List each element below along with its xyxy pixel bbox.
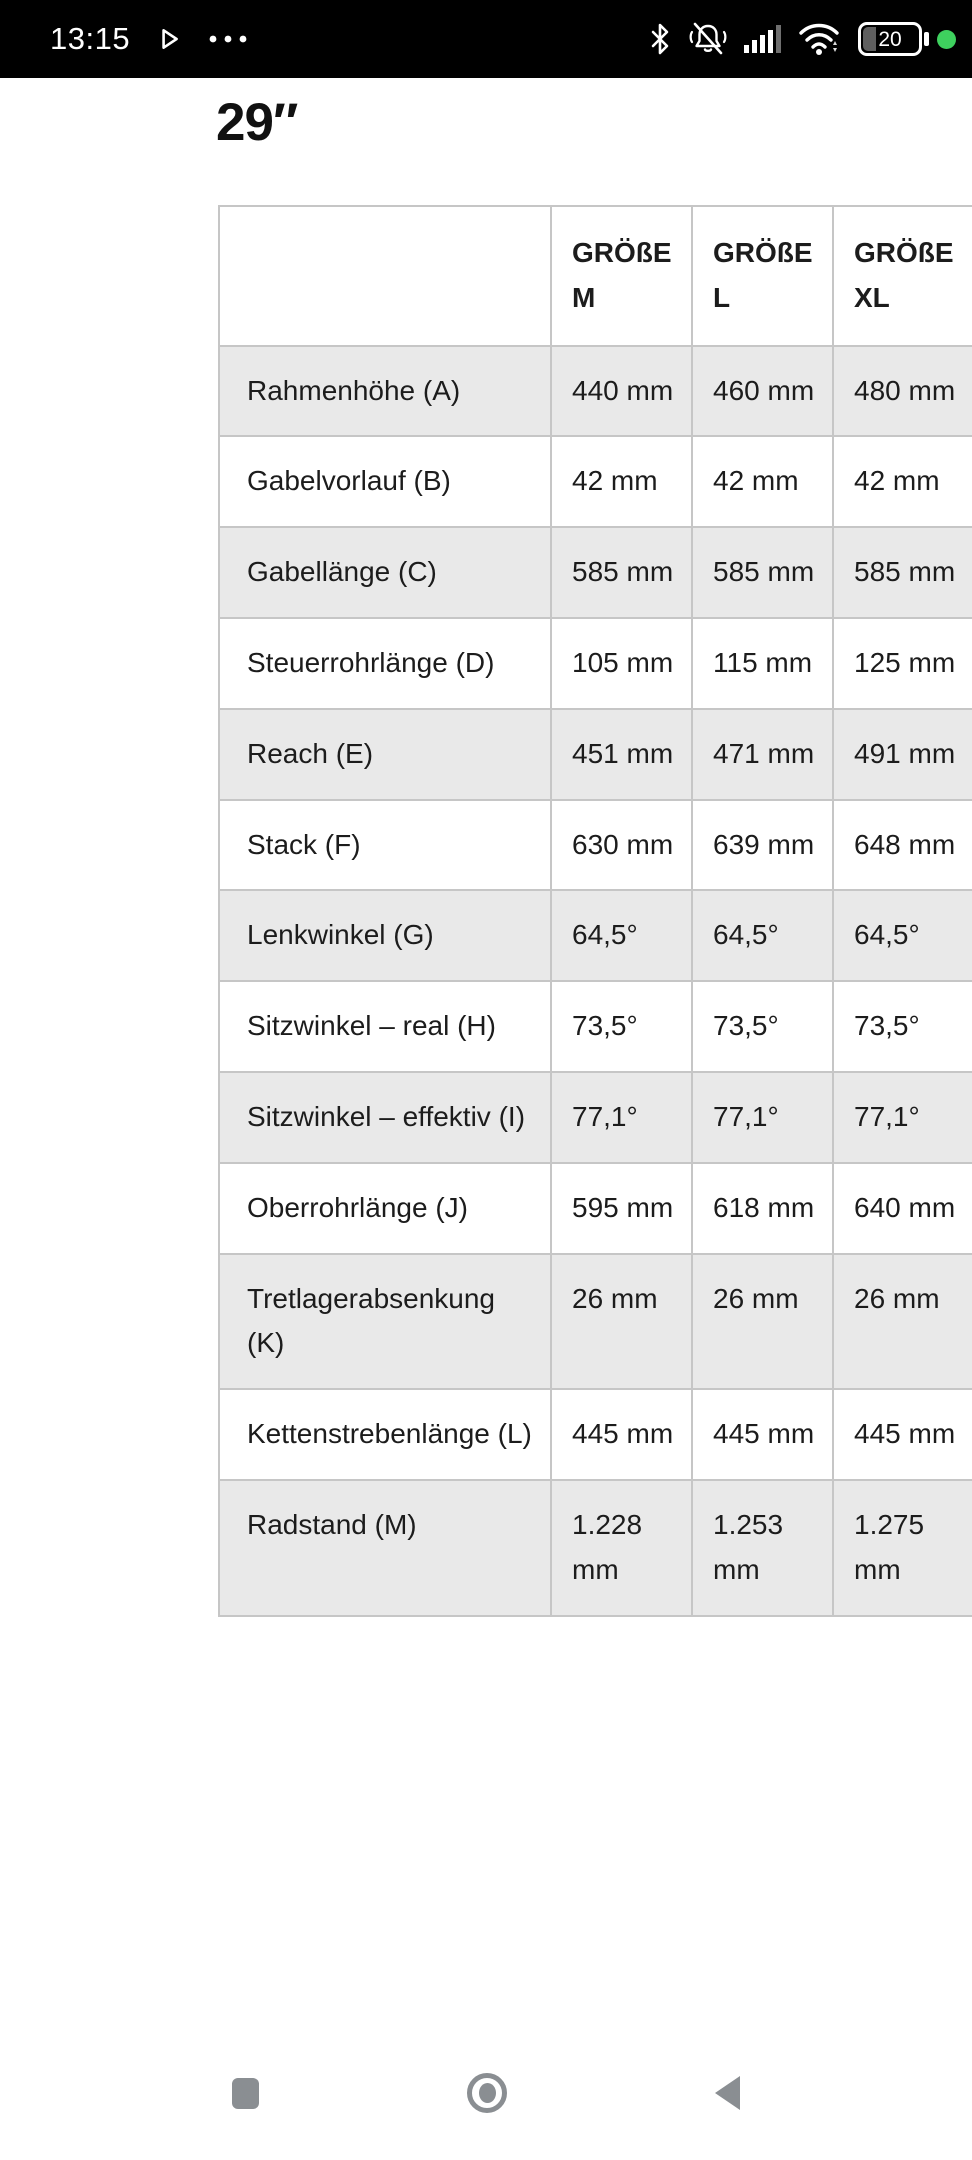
cell-value: 445 mm xyxy=(691,1388,834,1481)
row-label: Kettenstrebenlänge (L) xyxy=(218,1388,552,1481)
home-circle-icon[interactable] xyxy=(467,2073,507,2113)
cell-value: 1.275 mm xyxy=(832,1478,972,1617)
android-nav-bar xyxy=(0,2026,972,2160)
geometry-table: GRÖßE M GRÖßE L GRÖßE XL Rahmenhöhe (A) 440… xyxy=(218,205,972,1617)
cell-value: 125 mm xyxy=(832,616,972,710)
table-body: Rahmenhöhe (A) 440 mm 460 mm 480 mm Gabelvor… xyxy=(218,344,972,1617)
bell-muted-icon xyxy=(689,22,727,55)
row-label: Steuerrohrlänge (D) xyxy=(218,616,552,710)
cell-value: 640 mm xyxy=(832,1161,972,1255)
cell-value: 115 mm xyxy=(691,616,834,710)
table-row: Gabellänge (C) 585 mm 585 mm 585 mm xyxy=(218,526,972,619)
table-row: Sitzwinkel – effektiv (I) 77,1° 77,1° 77,1° xyxy=(218,1070,972,1164)
battery-percent: 20 xyxy=(878,27,902,51)
table-row: Gabelvorlauf (B) 42 mm 42 mm 42 mm xyxy=(218,435,972,529)
cell-value: 73,5° xyxy=(550,980,693,1073)
battery-fill-level xyxy=(863,27,876,51)
cell-value: 648 mm xyxy=(832,798,972,892)
play-outline-icon xyxy=(162,29,178,49)
status-bar: 13:15 xyxy=(0,0,972,78)
cell-value: 445 mm xyxy=(832,1388,972,1481)
home-circle-inner xyxy=(478,2083,496,2103)
cell-value: 42 mm xyxy=(832,435,972,529)
row-label: Lenkwinkel (G) xyxy=(218,889,552,983)
row-label: Stack (F) xyxy=(218,798,552,892)
table-header-row: GRÖßE M GRÖßE L GRÖßE XL xyxy=(218,205,972,347)
table-row: Kettenstrebenlänge (L) 445 mm 445 mm 445 mm xyxy=(218,1388,972,1481)
cell-value: 471 mm xyxy=(691,707,834,801)
cell-value: 105 mm xyxy=(550,616,693,710)
cell-value: 585 mm xyxy=(832,526,972,619)
cell-value: 460 mm xyxy=(691,344,834,438)
recents-square-icon[interactable] xyxy=(232,2077,259,2109)
cell-value: 1.253 mm xyxy=(691,1478,834,1617)
table-row: Reach (E) 451 mm 471 mm 491 mm xyxy=(218,707,972,801)
column-header: GRÖßE L xyxy=(691,205,834,347)
cell-value: 26 mm xyxy=(550,1252,693,1391)
clock-time: 13:15 xyxy=(50,21,131,56)
row-label: Gabelvorlauf (B) xyxy=(218,435,552,529)
cell-value: 618 mm xyxy=(691,1161,834,1255)
table-row: Steuerrohrlänge (D) 105 mm 115 mm 125 mm xyxy=(218,616,972,710)
row-label: Gabellänge (C) xyxy=(218,526,552,619)
cell-value: 42 mm xyxy=(550,435,693,529)
back-triangle-icon[interactable] xyxy=(715,2076,740,2110)
geometry-table-wrap: GRÖßE M GRÖßE L GRÖßE XL Rahmenhöhe (A) 440… xyxy=(218,205,972,1617)
column-header: GRÖßE M xyxy=(550,205,693,347)
row-label: Radstand (M) xyxy=(218,1478,552,1617)
cell-value: 26 mm xyxy=(691,1252,834,1391)
row-label: Oberrohrlänge (J) xyxy=(218,1161,552,1255)
table-row: Oberrohrlänge (J) 595 mm 618 mm 640 mm xyxy=(218,1161,972,1255)
table-row: Radstand (M) 1.228 mm 1.253 mm 1.275 mm xyxy=(218,1478,972,1617)
row-label: Sitzwinkel – real (H) xyxy=(218,980,552,1073)
row-label: Sitzwinkel – effektiv (I) xyxy=(218,1070,552,1164)
cell-value: 77,1° xyxy=(691,1070,834,1164)
cell-value: 26 mm xyxy=(832,1252,972,1391)
cell-value: 451 mm xyxy=(550,707,693,801)
cell-value: 445 mm xyxy=(550,1388,693,1481)
table-row: Stack (F) 630 mm 639 mm 648 mm xyxy=(218,798,972,892)
cell-value: 1.228 mm xyxy=(550,1478,693,1617)
cell-value: 491 mm xyxy=(832,707,972,801)
cell-value: 42 mm xyxy=(691,435,834,529)
cell-value: 77,1° xyxy=(832,1070,972,1164)
cell-value: 73,5° xyxy=(832,980,972,1073)
table-row: Lenkwinkel (G) 64,5° 64,5° 64,5° xyxy=(218,889,972,983)
battery-terminal xyxy=(924,32,929,46)
battery-icon: 20 xyxy=(858,22,929,56)
column-header: GRÖßE XL xyxy=(832,205,972,347)
cell-value: 480 mm xyxy=(832,344,972,438)
cell-value: 585 mm xyxy=(691,526,834,619)
table-row: Sitzwinkel – real (H) 73,5° 73,5° 73,5° xyxy=(218,980,972,1073)
ellipsis-icon xyxy=(209,35,247,43)
table-row: Rahmenhöhe (A) 440 mm 460 mm 480 mm xyxy=(218,344,972,438)
table-row: Tretlagerabsenkung (K) 26 mm 26 mm 26 mm xyxy=(218,1252,972,1391)
wifi-icon xyxy=(799,23,839,55)
row-label: Reach (E) xyxy=(218,707,552,801)
bluetooth-icon xyxy=(651,23,669,55)
cell-value: 630 mm xyxy=(550,798,693,892)
row-label: Rahmenhöhe (A) xyxy=(218,344,552,438)
row-label: Tretlagerabsenkung (K) xyxy=(218,1252,552,1391)
cell-value: 64,5° xyxy=(550,889,693,983)
recording-indicator-dot xyxy=(937,29,956,49)
cell-value: 639 mm xyxy=(691,798,834,892)
page-title: 29″ xyxy=(216,93,298,152)
corner-empty-cell xyxy=(218,205,552,347)
cell-value: 77,1° xyxy=(550,1070,693,1164)
cell-value: 595 mm xyxy=(550,1161,693,1255)
signal-strength-icon xyxy=(744,25,781,53)
cell-value: 64,5° xyxy=(691,889,834,983)
cell-value: 64,5° xyxy=(832,889,972,983)
cell-value: 585 mm xyxy=(550,526,693,619)
cell-value: 440 mm xyxy=(550,344,693,438)
cell-value: 73,5° xyxy=(691,980,834,1073)
